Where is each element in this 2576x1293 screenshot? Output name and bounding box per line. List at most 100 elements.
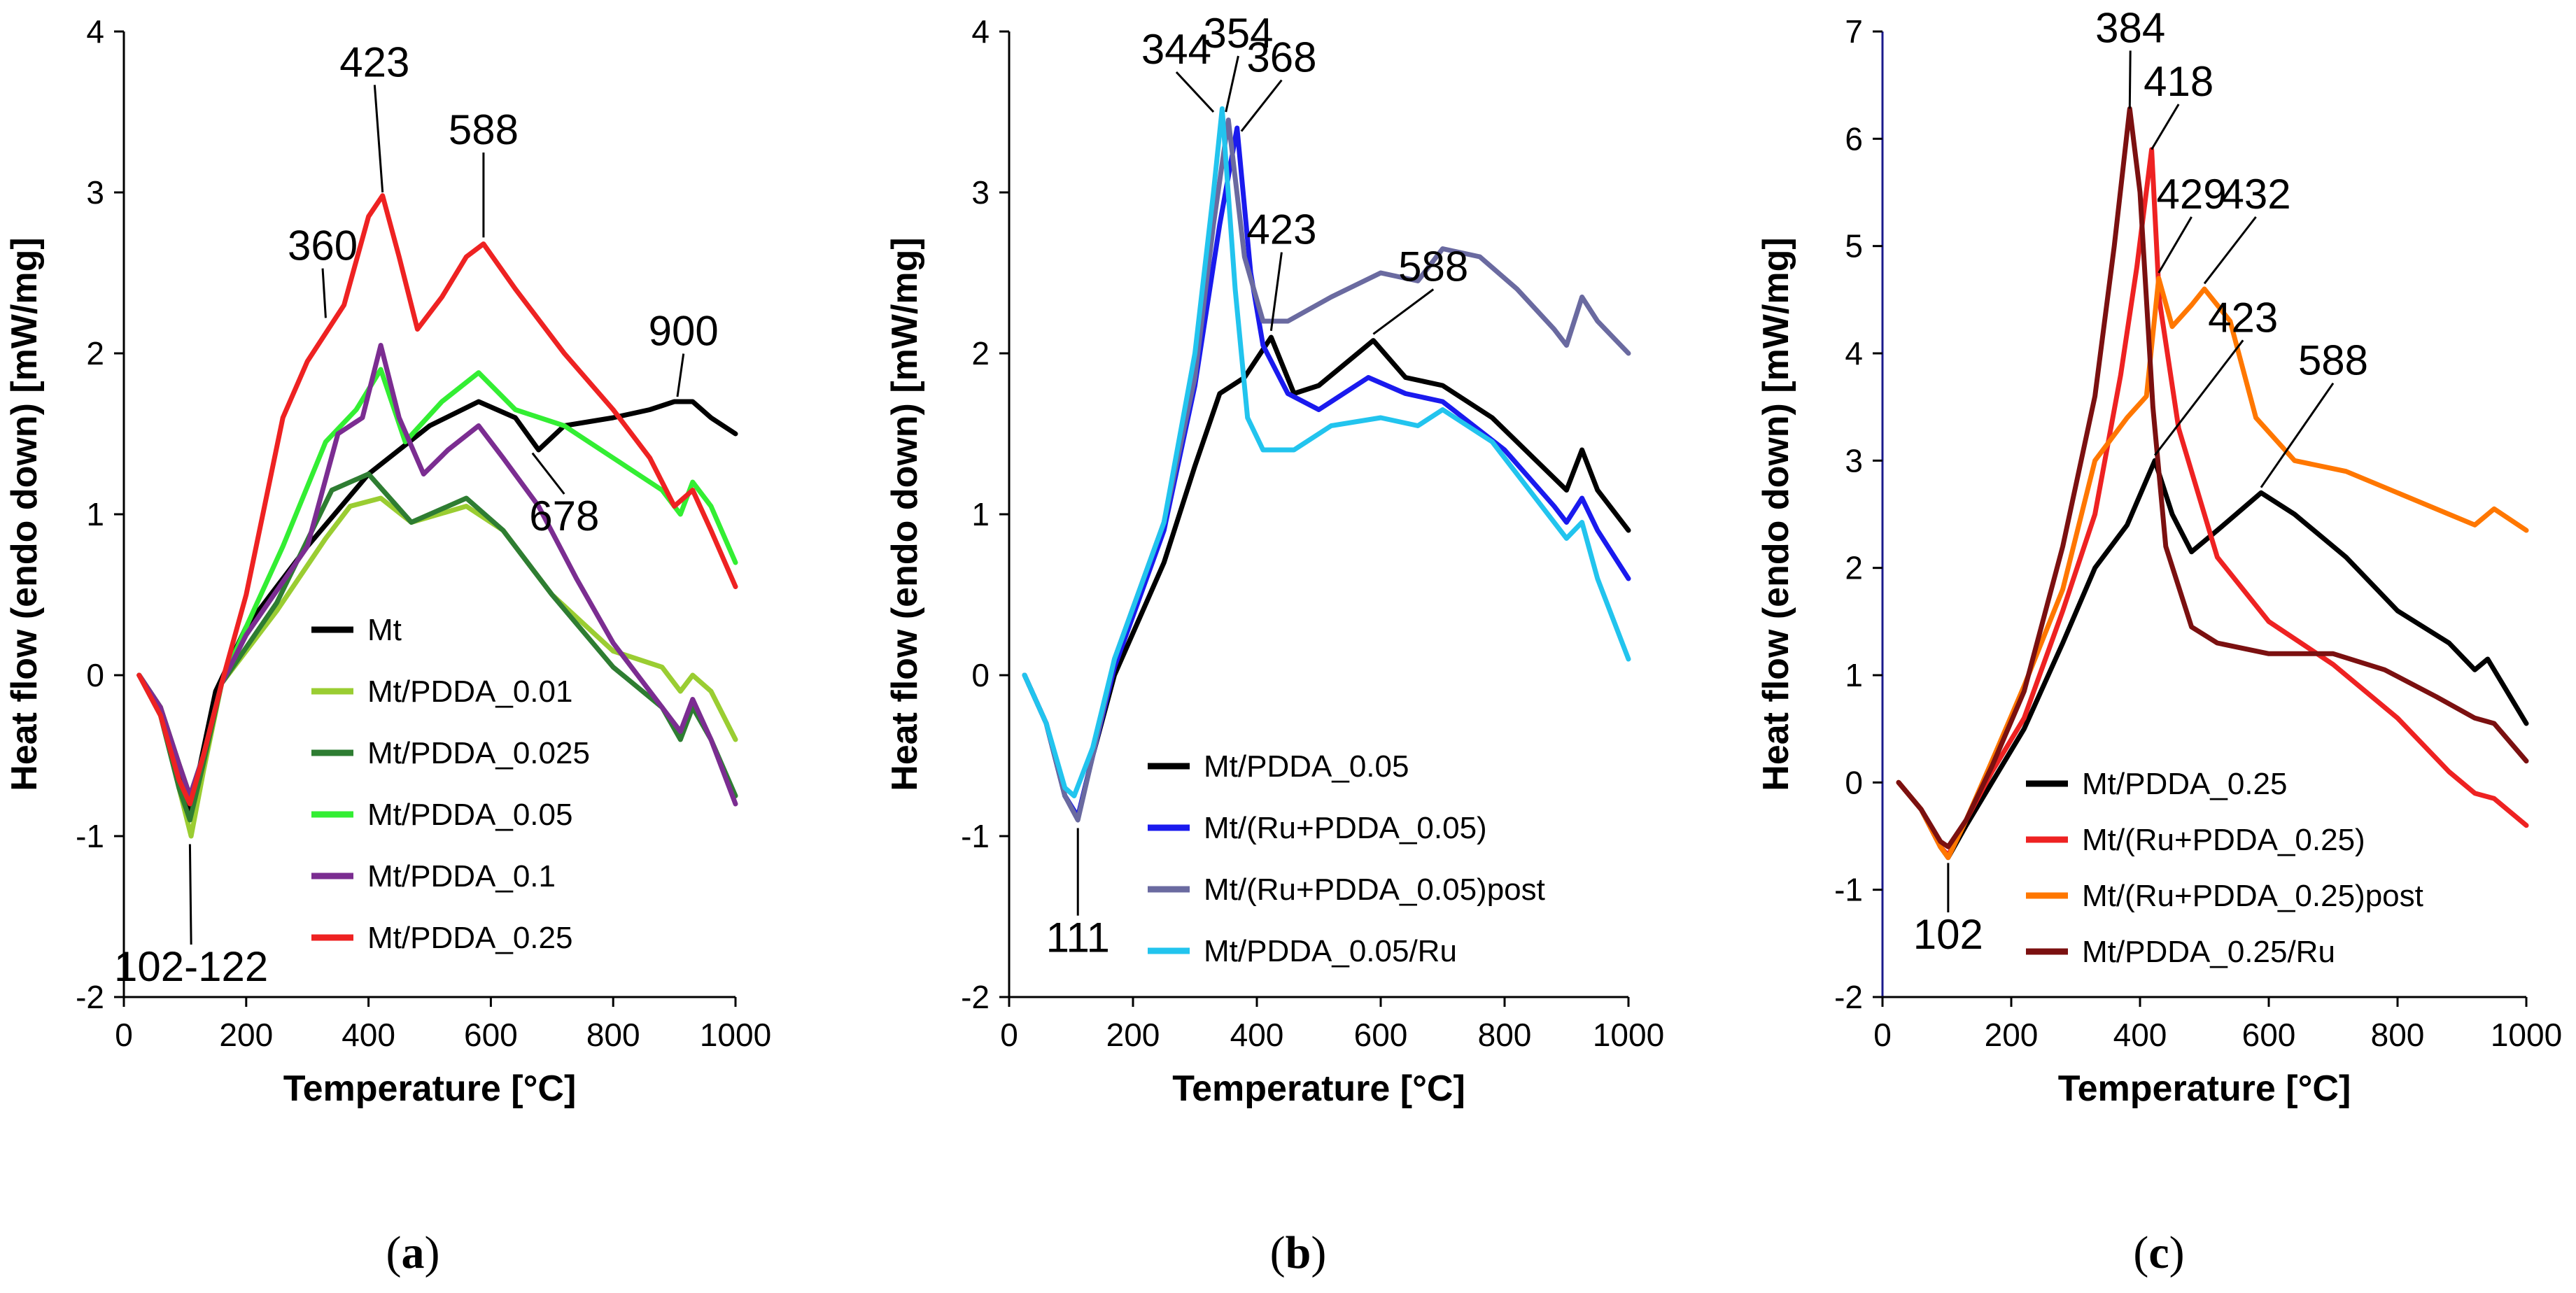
panel-b-annotation-label: 354 — [1203, 10, 1273, 57]
panel-b-annotation-label: 588 — [1398, 243, 1468, 290]
panel-a-legend-label: Mt/PDDA_0.025 — [367, 736, 590, 770]
panel-a: 0 200 400 600 800 1000 -2 -1 0 1 2 3 4 Temperature [°… — [4, 13, 771, 1278]
panel-b: 0 200 400 600 800 1000 -2 -1 0 1 2 3 4 Temperature [°… — [885, 10, 1664, 1278]
panel-c-annotation-label: 384 — [2095, 4, 2165, 51]
panel-a-series-line-1 — [136, 495, 738, 839]
panel-b-y-axis-title: Heat flow (endo down) [mW/mg] — [885, 237, 925, 791]
panel-b-x-axis-title: Temperature [°C] — [1172, 1068, 1465, 1109]
panel-c-x-tick-label: 0 — [1873, 1017, 1892, 1053]
panel-a-legend-label: Mt — [367, 613, 402, 647]
panel-a-legend-label: Mt/PDDA_0.25 — [367, 921, 572, 955]
panel-a-series-line-4 — [136, 343, 738, 807]
panel-a-legend-label: Mt/PDDA_0.1 — [367, 859, 556, 893]
panel-b-x-tick-label: 1000 — [1593, 1017, 1664, 1053]
panel-c-annotation-label: 102 — [1913, 911, 1983, 958]
panel-c-x-tick-label: 800 — [2371, 1017, 2425, 1053]
panel-b-annotation-leader — [1240, 79, 1283, 132]
panel-b-legend-label: Mt/(Ru+PDDA_0.05)post — [1204, 872, 1545, 907]
panel-a-series-line-3 — [136, 367, 738, 798]
panel-b-y-tick-label: 2 — [971, 335, 990, 372]
panel-a-y-tick-label: 2 — [86, 335, 104, 372]
panel-c-y-tick-label: -2 — [1834, 979, 1863, 1015]
panel-c: 0 200 400 600 800 1000 -2 -1 0 1 2 3 4 5 6 7 Temperature… — [1756, 4, 2562, 1278]
panel-b-x-tick-label: 800 — [1478, 1017, 1532, 1053]
panel-b-x-tick-label: 600 — [1354, 1017, 1408, 1053]
panel-c-annotation-leader — [2260, 382, 2335, 488]
panel-a-y-tick-label: -1 — [76, 818, 104, 854]
panel-b-annotation-leader — [1372, 288, 1435, 335]
panel-a-annotation-label: 102-122 — [114, 943, 268, 990]
panel-b-annotation-leader — [1175, 71, 1215, 113]
panel-c-annotation-label: 429 — [2157, 171, 2227, 218]
panel-a-x-tick-label: 800 — [586, 1017, 640, 1053]
panel-a-annotation-label: 900 — [649, 308, 719, 355]
panel-b-x-tick-label: 400 — [1230, 1017, 1284, 1053]
panel-c-y-tick-label: 0 — [1845, 764, 1863, 800]
panel-a-y-tick-label: 0 — [86, 657, 104, 693]
panel-b-x-tick-label: 0 — [1000, 1017, 1018, 1053]
panel-b-y-tick-label: 3 — [971, 174, 990, 211]
panel-a-annotation-label: 678 — [529, 493, 599, 539]
panel-a-x-tick-label: 200 — [219, 1017, 273, 1053]
panel-c-y-tick-label: 3 — [1845, 442, 1863, 479]
panel-a-y-axis-title: Heat flow (endo down) [mW/mg] — [4, 237, 45, 791]
panel-b-annotation-label: 344 — [1141, 26, 1211, 73]
panel-a-annotation-leader — [676, 353, 685, 397]
panel-c-y-tick-label: 1 — [1845, 657, 1863, 693]
panel-b-series-line-1 — [1022, 125, 1631, 819]
panel-b-x-tick-label: 200 — [1106, 1017, 1160, 1053]
panel-c-x-tick-label: 600 — [2242, 1017, 2296, 1053]
panel-b-annotation-leader — [1225, 55, 1239, 113]
panel-c-y-tick-label: 6 — [1845, 120, 1863, 157]
panel-c-annotation-leader — [2153, 339, 2244, 456]
panel-b-annotation-label: 111 — [1046, 914, 1110, 961]
panel-c-y-tick-label: 4 — [1845, 335, 1863, 372]
panel-a-y-tick-label: 4 — [86, 13, 104, 50]
panel-c-annotation-label: 432 — [2221, 171, 2291, 218]
panel-a-series-line-5 — [136, 193, 738, 807]
panel-a-x-tick-label: 1000 — [700, 1017, 771, 1053]
panel-a-annotation-label: 588 — [449, 106, 519, 153]
panel-c-x-tick-label: 200 — [1985, 1017, 2039, 1053]
panel-a-caption: (a) — [386, 1227, 440, 1278]
panel-b-y-tick-label: -2 — [961, 979, 990, 1015]
panel-b-series-line-3 — [1022, 106, 1631, 798]
panel-c-y-tick-label: 7 — [1845, 13, 1863, 50]
panel-a-x-tick-label: 0 — [115, 1017, 133, 1053]
panel-c-legend-label: Mt/PDDA_0.25 — [2082, 767, 2287, 801]
panel-b-legend-label: Mt/PDDA_0.05 — [1204, 749, 1409, 784]
panel-a-annotation-label: 423 — [339, 38, 409, 85]
panel-c-legend-label: Mt/(Ru+PDDA_0.25) — [2082, 823, 2365, 857]
panel-c-y-axis-title: Heat flow (endo down) [mW/mg] — [1756, 237, 1796, 791]
panel-b-series-line-0 — [1022, 334, 1631, 819]
panel-c-annotation-leader — [2158, 216, 2193, 274]
panel-b-annotation-leader — [1269, 252, 1283, 331]
panel-c-series-line-3 — [1896, 106, 2529, 849]
panel-a-y-tick-label: 3 — [86, 174, 104, 211]
panel-c-annotation-label: 418 — [2144, 58, 2213, 105]
panel-b-annotation-label: 423 — [1246, 206, 1316, 253]
panel-a-series-line-2 — [136, 472, 738, 823]
panel-a-annotation-leader — [188, 844, 192, 945]
panel-c-x-tick-label: 1000 — [2491, 1017, 2562, 1053]
panel-c-caption: (c) — [2133, 1227, 2184, 1278]
panel-c-x-axis-title: Temperature [°C] — [2058, 1068, 2351, 1109]
panel-c-y-tick-label: 5 — [1845, 228, 1863, 264]
panel-b-legend-label: Mt/PDDA_0.05/Ru — [1204, 934, 1457, 968]
panel-a-legend-label: Mt/PDDA_0.05 — [367, 798, 572, 832]
panel-c-series-line-1 — [1896, 147, 2529, 859]
panel-a-x-axis-title: Temperature [°C] — [283, 1068, 577, 1109]
panel-a-x-tick-label: 400 — [342, 1017, 395, 1053]
panel-c-annotation-leader — [2151, 104, 2180, 150]
panel-c-x-tick-label: 400 — [2113, 1017, 2167, 1053]
panel-c-annotation-leader — [2203, 216, 2257, 285]
panel-b-y-tick-label: 1 — [971, 496, 990, 532]
panel-c-legend-label: Mt/PDDA_0.25/Ru — [2082, 935, 2335, 969]
panel-a-y-tick-label: 1 — [86, 496, 104, 532]
panel-c-legend-label: Mt/(Ru+PDDA_0.25)post — [2082, 879, 2423, 913]
panel-c-annotation-label: 423 — [2208, 294, 2278, 341]
panel-a-x-tick-label: 600 — [464, 1017, 518, 1053]
panel-a-y-tick-label: -2 — [76, 979, 104, 1015]
